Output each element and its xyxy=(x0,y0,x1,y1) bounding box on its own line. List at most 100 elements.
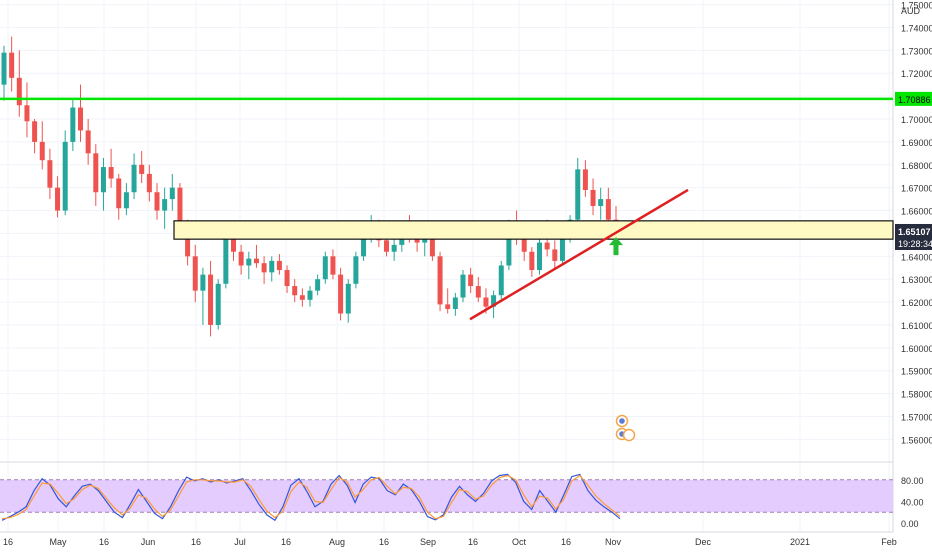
time-tick-label: 2021 xyxy=(790,537,810,547)
candle-body xyxy=(9,52,15,78)
support-zone xyxy=(173,220,894,240)
time-tick-label: Sep xyxy=(420,537,436,547)
candle-body xyxy=(131,164,137,193)
candle-body xyxy=(299,295,305,300)
candle-body xyxy=(261,263,267,273)
time-tick-label: Dec xyxy=(695,537,712,547)
trendline xyxy=(469,188,689,321)
candle-body xyxy=(582,169,588,190)
countdown-label: 19:28:34 xyxy=(898,239,932,249)
candle-body xyxy=(498,265,504,296)
price-tick-label: 1.67000 xyxy=(901,184,932,194)
time-tick-label: Nov xyxy=(605,537,622,547)
resistance-price-label: 1.70886 xyxy=(898,95,931,105)
price-tick-label: 1.66000 xyxy=(901,207,932,217)
candle-body xyxy=(322,256,328,280)
candle-body xyxy=(55,187,61,211)
price-tick-label: 1.69000 xyxy=(901,138,932,148)
price-tick-label: 1.75000 xyxy=(901,1,932,11)
candle-body xyxy=(192,256,198,291)
time-tick-label: 16 xyxy=(191,537,201,547)
candle-body xyxy=(468,274,474,287)
price-tick-label: 1.56000 xyxy=(901,435,932,445)
candle-body xyxy=(276,260,282,271)
candle-body xyxy=(85,130,91,154)
time-tick-label: 16 xyxy=(379,537,389,547)
up-arrow-icon xyxy=(609,237,623,256)
candle-body xyxy=(491,295,497,307)
candle-body xyxy=(315,279,321,291)
stoch-rsi-tick-label: 0.00 xyxy=(901,519,919,529)
candle-body xyxy=(521,238,527,252)
candle-body xyxy=(284,270,290,287)
candle-body xyxy=(361,233,367,257)
candle-body xyxy=(24,105,30,122)
candle-body xyxy=(78,107,83,131)
candle-body xyxy=(231,235,236,252)
candle-body xyxy=(437,256,443,305)
candle-body xyxy=(200,274,206,291)
time-tick-label: 16 xyxy=(3,537,13,547)
candle-body xyxy=(39,141,45,161)
grid xyxy=(0,0,894,533)
overlay-layer xyxy=(0,97,894,442)
candle-body xyxy=(452,297,458,309)
price-tick-label: 1.64000 xyxy=(901,252,932,262)
candle-body xyxy=(605,199,611,220)
candle-body xyxy=(506,224,512,266)
candle-body xyxy=(93,153,99,193)
price-tick-label: 1.57000 xyxy=(901,413,932,423)
candle-body xyxy=(292,286,298,296)
candle-body xyxy=(384,240,389,252)
candle-body xyxy=(47,160,53,188)
candle-body xyxy=(552,249,558,261)
price-tick-label: 1.62000 xyxy=(901,298,932,308)
candle-body xyxy=(460,274,466,298)
price-tick-label: 1.74000 xyxy=(901,23,932,33)
price-tick-label: 1.58000 xyxy=(901,390,932,400)
candle-body xyxy=(1,52,7,85)
candle-body xyxy=(590,189,596,206)
candle-body xyxy=(116,178,122,209)
candle-body xyxy=(391,244,397,252)
candle-body xyxy=(246,258,252,266)
stoch-rsi-tick-label: 80.00 xyxy=(901,476,924,486)
time-tick-label: Jun xyxy=(141,537,156,547)
last-price-badge xyxy=(895,223,932,250)
candle-body xyxy=(185,226,191,257)
price-tick-label: 1.72000 xyxy=(901,69,932,79)
candle-body xyxy=(146,173,152,193)
time-tick-label: Jul xyxy=(234,537,246,547)
candle-body xyxy=(475,286,481,298)
candle-body xyxy=(223,235,229,284)
candle-body xyxy=(62,141,68,211)
time-tick-label: 16 xyxy=(468,537,478,547)
stoch-rsi-series-0 xyxy=(1,473,621,522)
candle-body xyxy=(544,242,550,250)
candle-body xyxy=(123,192,129,209)
candle-body xyxy=(238,251,244,266)
price-tick-label: 1.61000 xyxy=(901,321,932,331)
candle-body xyxy=(353,256,359,284)
time-tick-label: Oct xyxy=(512,537,527,547)
price-tick-label: 1.63000 xyxy=(901,275,932,285)
price-tick-label: 1.68000 xyxy=(901,161,932,171)
time-tick-label: Feb xyxy=(881,537,897,547)
event-flag-icon[interactable] xyxy=(622,428,636,442)
axis-layer: 1.750001.740001.730001.720001.710001.700… xyxy=(3,1,932,547)
candle-body xyxy=(70,107,76,142)
candle-body xyxy=(483,297,489,307)
resistance-price-badge xyxy=(895,91,932,106)
candle-body xyxy=(598,199,604,206)
candle-body xyxy=(307,290,313,300)
time-tick-label: 16 xyxy=(99,537,109,547)
stoch-rsi-tick-label: 40.00 xyxy=(901,497,924,507)
price-tick-label: 1.60000 xyxy=(901,344,932,354)
candle-body xyxy=(422,238,428,243)
candle-body xyxy=(559,233,565,261)
candle-body xyxy=(338,274,344,314)
price-tick-label: 1.73000 xyxy=(901,46,932,56)
candle-body xyxy=(253,258,259,264)
